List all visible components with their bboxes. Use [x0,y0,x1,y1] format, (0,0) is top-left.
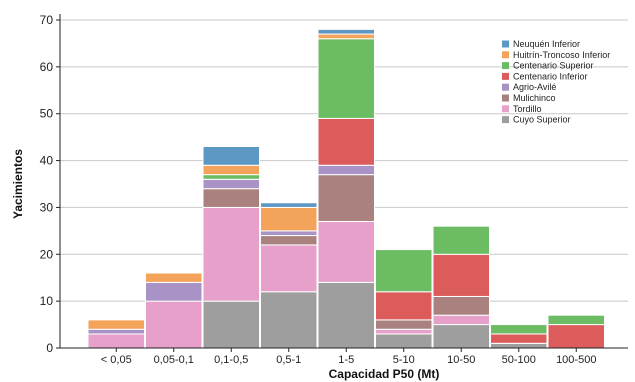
bars [87,28,605,349]
legend-entry: Neuquén Inferior [513,39,580,49]
bar-segment [87,319,145,330]
bar-segment [432,295,490,316]
bar-segment [317,38,375,119]
legend-swatch [502,62,509,70]
bar-segment [260,235,318,246]
legend-swatch [502,51,509,59]
x-tick-label: 0,05-0,1 [154,354,194,366]
x-tick-label: 10-50 [447,354,475,366]
bar-segment [375,328,433,335]
y-tick-label: 30 [40,200,54,214]
bar-segment [432,324,490,349]
legend-swatch [502,40,509,48]
bar-segment [490,324,548,335]
bar-segment [375,333,433,349]
bar-segment [375,249,433,293]
bar-segment [375,319,433,330]
x-axis-title: Capacidad P50 (Mt) [329,367,440,381]
y-axis-title: Yacimientos [11,149,25,219]
y-tick-label: 10 [40,294,54,308]
bar-segment [317,281,375,349]
legend-swatch [502,116,509,124]
bar-segment [202,174,260,180]
legend-entry: Centenario Inferior [513,71,588,81]
bar-segment [317,28,375,35]
bar-segment [375,291,433,321]
x-tick-label: 0,5-1 [276,354,301,366]
legend-swatch [502,72,509,80]
bar-segment [260,244,318,293]
bar-segment [202,188,260,208]
legend-entry: Mulichinco [513,93,556,103]
bar-segment [87,328,145,335]
bar-segment [260,291,318,349]
legend-entry: Huitrín-Troncoso Inferior [513,50,610,60]
bar-segment [202,178,260,190]
bar-segment [317,174,375,222]
y-axis-ticks: 0 10 20 30 40 50 60 70 [40,13,60,355]
bar-segment [145,300,203,349]
bar-segment [202,300,260,349]
legend-entry: Cuyo Superior [513,115,571,125]
bar-segment [145,281,203,302]
bar-segment [317,33,375,40]
bar-segment [547,324,605,349]
bar-segment [202,206,260,302]
x-tick-label: 100-500 [556,354,596,366]
bar-segment [317,117,375,166]
bar-segment [260,206,318,232]
bar-segment [260,202,318,208]
y-tick-label: 50 [40,107,54,121]
y-tick-label: 40 [40,154,54,168]
bar-segment [432,314,490,326]
bar-segment [432,253,490,297]
legend-entry: Centenario Superior [513,61,594,71]
bar-segment [490,333,548,344]
y-tick-label: 60 [40,60,54,74]
legend-entry: Tordillo [513,104,542,114]
y-tick-label: 0 [46,341,53,355]
legend-swatch [502,83,509,91]
x-tick-label: 0,1-0,5 [214,354,248,366]
x-tick-label: 50-100 [502,354,536,366]
bar-segment [202,146,260,166]
legend-swatch [502,105,509,113]
x-axis-ticks: < 0,05 0,05-0,1 0,1-0,5 0,5-1 1-5 5-10 10-50 50… [101,348,596,366]
bar-segment [317,220,375,283]
bar-segment [87,333,145,349]
y-tick-label: 20 [40,247,54,261]
x-tick-label: 5-10 [393,354,415,366]
bar-segment [432,225,490,255]
bar-segment [145,272,203,283]
bar-segment [202,164,260,176]
bar-segment [260,230,318,237]
x-tick-label: < 0,05 [101,354,132,366]
legend-swatch [502,94,509,102]
bar-segment [547,314,605,326]
x-tick-label: 1-5 [338,354,354,366]
bar-segment [490,342,548,349]
y-tick-label: 70 [40,13,54,27]
legend-entry: Agrio-Avilé [513,82,556,92]
bar-segment [317,164,375,176]
